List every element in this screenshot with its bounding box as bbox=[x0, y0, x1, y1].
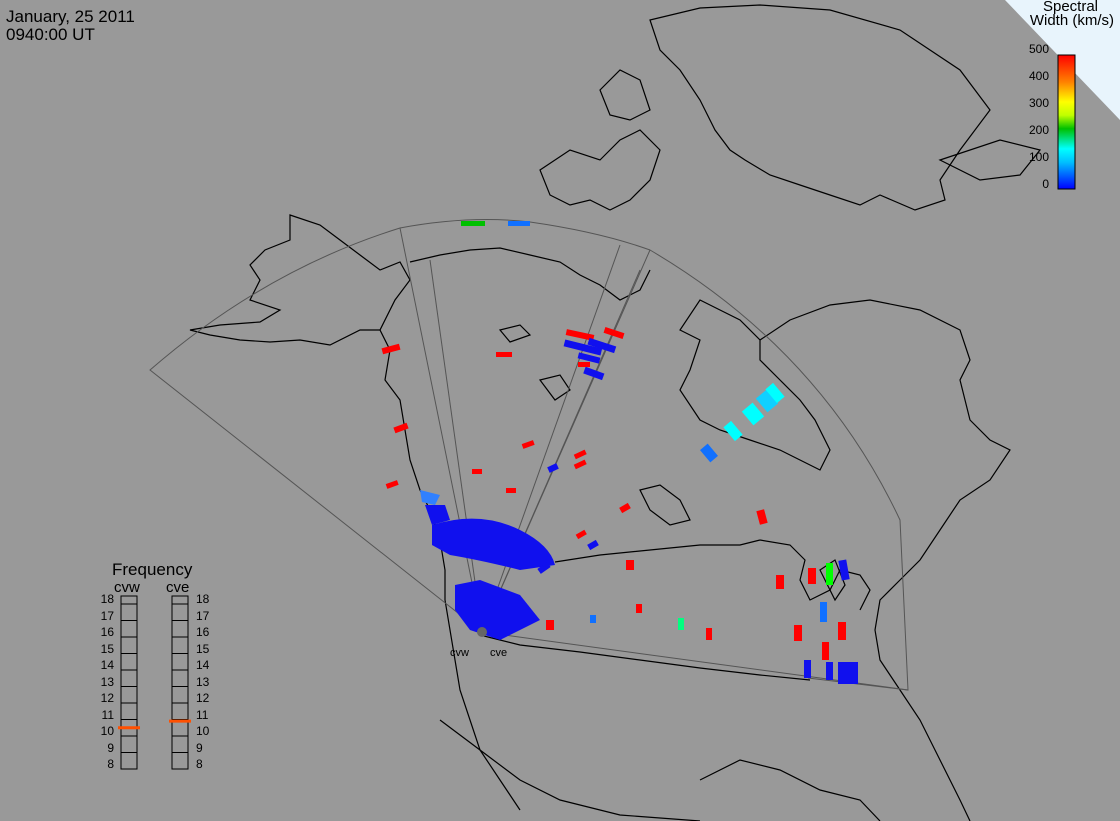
frequency-tick-label: 11 bbox=[101, 707, 114, 722]
frequency-tick-label: 17 bbox=[196, 608, 210, 623]
frequency-tick-label: 9 bbox=[107, 740, 114, 755]
frequency-tick-label: 12 bbox=[196, 691, 210, 705]
frequency-scales bbox=[118, 595, 191, 770]
colorbar-tick: 300 bbox=[1028, 96, 1049, 110]
colorbar-title-line1: Spectral bbox=[1042, 0, 1098, 15]
frequency-tick-label: 10 bbox=[100, 724, 114, 738]
frequency-tick-label: 15 bbox=[100, 641, 114, 656]
frequency-tick-label: 14 bbox=[100, 658, 114, 672]
frequency-tick-label: 18 bbox=[100, 592, 114, 606]
frequency-title: Frequency bbox=[112, 560, 193, 579]
frequency-tick-label: 8 bbox=[196, 757, 203, 771]
frequency-tick-label: 13 bbox=[100, 674, 114, 689]
frequency-tick-label: 9 bbox=[196, 740, 203, 755]
frequency-radar-cvw: cvw bbox=[114, 579, 140, 596]
frequency-tick-label: 16 bbox=[196, 625, 210, 639]
coastlines bbox=[189, 4, 1042, 821]
frequency-tick-label: 15 bbox=[196, 641, 210, 656]
colorbar bbox=[1057, 54, 1076, 190]
frequency-tick-label: 17 bbox=[100, 608, 114, 623]
echo-cluster-north bbox=[432, 518, 555, 570]
colorbar-tick: 400 bbox=[1028, 69, 1049, 83]
frequency-tick-label: 8 bbox=[107, 757, 114, 771]
time-label: 0940:00 UT bbox=[6, 25, 95, 44]
frequency-tick-label: 18 bbox=[196, 592, 210, 606]
frequency-tick-label: 14 bbox=[196, 658, 210, 672]
frequency-scale-cvw bbox=[120, 595, 138, 770]
echo-cluster-south bbox=[455, 580, 540, 640]
colorbar-tick: 100 bbox=[1028, 150, 1049, 164]
colorbar-tick: 200 bbox=[1028, 123, 1049, 137]
colorbar-title-line2: Width (km/s) bbox=[1029, 12, 1114, 29]
frequency-radar-cve: cve bbox=[166, 579, 190, 596]
frequency-tick-label: 13 bbox=[196, 674, 210, 689]
colorbar-tick: 500 bbox=[1028, 42, 1049, 56]
frequency-tick-label: 10 bbox=[196, 724, 210, 738]
frequency-scale-cve bbox=[171, 595, 189, 770]
radar-echoes bbox=[381, 221, 858, 684]
site-label-cve: cve bbox=[490, 647, 508, 659]
site-label-cvw: cvw bbox=[450, 647, 469, 659]
date-label: January, 25 2011 bbox=[6, 7, 135, 26]
colorbar-gradient bbox=[1057, 54, 1076, 190]
colorbar-tick: 0 bbox=[1042, 177, 1049, 191]
frequency-tick-label: 12 bbox=[100, 691, 114, 705]
radar-site-marker bbox=[477, 627, 487, 637]
frequency-tick-label: 16 bbox=[100, 625, 114, 639]
frequency-tick-label: 11 bbox=[196, 707, 209, 722]
fov-outlines bbox=[149, 219, 909, 691]
